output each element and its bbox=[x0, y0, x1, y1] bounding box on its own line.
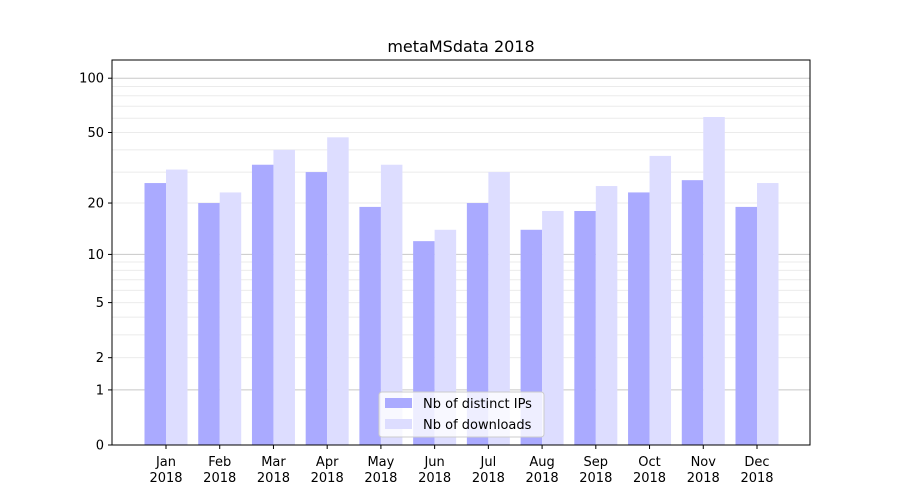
y-tick-label: 2 bbox=[96, 351, 104, 366]
y-tick-label: 1 bbox=[96, 383, 104, 398]
bar-downloads bbox=[488, 172, 510, 445]
legend: Nb of distinct IPs Nb of downloads bbox=[378, 391, 545, 438]
legend-box bbox=[378, 391, 545, 438]
y-tick-label: 50 bbox=[87, 126, 104, 141]
bar-ips bbox=[251, 164, 274, 445]
bar-downloads bbox=[434, 229, 457, 445]
bar-ips bbox=[198, 203, 220, 445]
bar-ips bbox=[574, 210, 596, 445]
x-tick-label: Apr 2018 bbox=[311, 455, 344, 486]
x-tick-label: Feb 2018 bbox=[203, 455, 236, 486]
legend-swatch bbox=[385, 398, 412, 408]
bar-ips bbox=[466, 203, 489, 445]
y-tick-label: 5 bbox=[96, 296, 104, 311]
x-tick-label: Aug 2018 bbox=[526, 455, 559, 486]
y-tick-label: 20 bbox=[87, 197, 104, 212]
plot-frame bbox=[111, 59, 811, 446]
x-tick-label: Jan 2018 bbox=[149, 455, 182, 486]
legend-label: Nb of distinct IPs bbox=[423, 397, 532, 412]
x-tick-label: Jul 2018 bbox=[472, 455, 505, 486]
legend-label: Nb of downloads bbox=[423, 418, 532, 433]
bar-ips bbox=[628, 192, 650, 445]
bar-downloads bbox=[166, 169, 188, 445]
x-tick-label: May 2018 bbox=[364, 455, 397, 486]
bar-downloads bbox=[703, 116, 725, 445]
x-tick-label: Sep 2018 bbox=[579, 455, 612, 486]
x-tick-label: Dec 2018 bbox=[740, 455, 773, 486]
bar-downloads bbox=[327, 137, 349, 446]
x-tick-label: Jun 2018 bbox=[418, 455, 451, 486]
y-tick-label: 0 bbox=[96, 439, 104, 454]
y-tick-label: 100 bbox=[79, 72, 104, 87]
x-tick-label: Nov 2018 bbox=[687, 455, 720, 486]
bar-ips bbox=[359, 206, 381, 445]
bar-ips bbox=[520, 229, 543, 445]
bar-ips bbox=[735, 206, 757, 445]
x-tick-label: Mar 2018 bbox=[257, 455, 290, 486]
bar-ips bbox=[681, 180, 704, 445]
legend-swatch bbox=[385, 419, 412, 429]
x-tick-label: Oct 2018 bbox=[633, 455, 666, 486]
bar-downloads bbox=[219, 192, 242, 445]
chart-title: metaMSdata 2018 bbox=[387, 37, 534, 56]
bar-downloads bbox=[595, 186, 618, 445]
y-tick-label: 10 bbox=[87, 248, 104, 263]
bar-downloads bbox=[757, 183, 779, 445]
bar-downloads bbox=[649, 155, 672, 445]
bar-downloads bbox=[273, 149, 295, 445]
bar-downloads bbox=[380, 164, 403, 445]
bar-ips bbox=[305, 172, 328, 445]
bar-ips bbox=[144, 183, 166, 445]
bar-downloads bbox=[542, 210, 564, 445]
